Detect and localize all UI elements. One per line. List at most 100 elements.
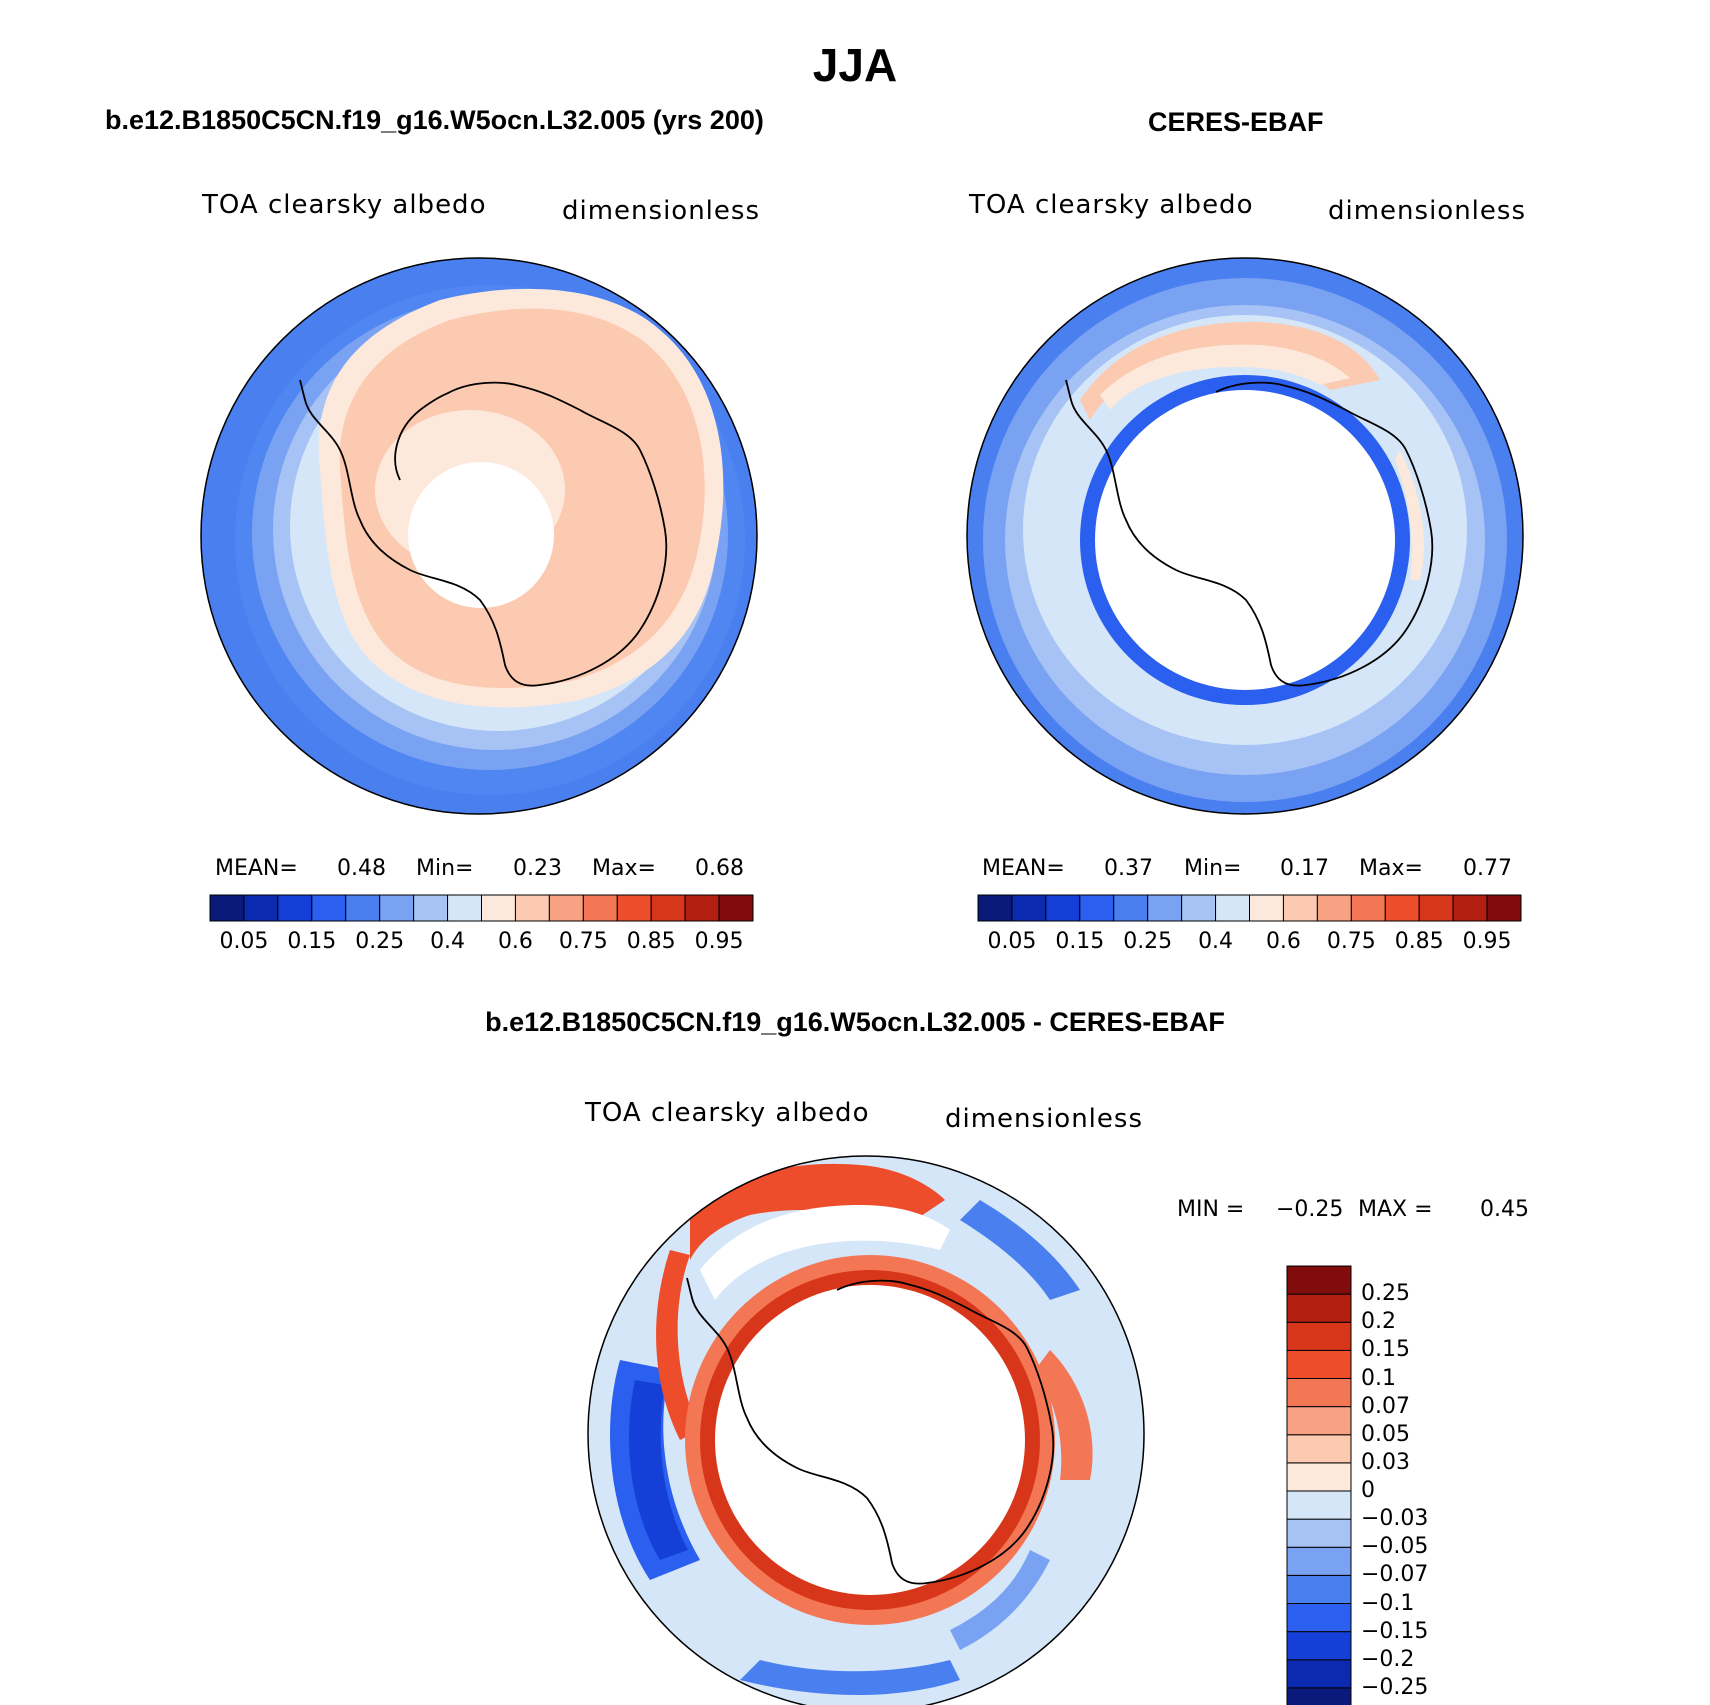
colorbar-right-swatch [1486,894,1522,922]
colorbar-right-swatch [1384,894,1420,922]
colorbar-difference-swatch [1286,1631,1352,1661]
map-left-model [201,258,757,814]
colorbar-right-swatch [1011,894,1047,922]
colorbar-left [209,894,754,922]
colorbar-left-tick-label: 0.05 [219,929,269,954]
colorbar-left-tick-label: 0.15 [287,929,337,954]
colorbar-right-swatch [1215,894,1250,922]
colorbar-left-tick-label: 0.6 [497,929,533,954]
colorbar-right-swatch [1079,894,1115,922]
colorbar-difference [1286,1265,1352,1705]
panel-left-variable: TOA clearsky albedo [202,190,487,220]
panel-right-units: dimensionless [1328,196,1526,226]
right-max-label: Max= [1359,856,1423,881]
colorbar-right [977,894,1522,922]
colorbar-difference-swatch [1286,1321,1352,1351]
right-min-value: 0.17 [1280,856,1329,881]
difference-units: dimensionless [945,1104,1143,1134]
figure-title: JJA [812,39,898,91]
colorbar-difference-tick-label: −0.15 [1361,1618,1429,1644]
colorbar-difference-tick-label: −0.1 [1361,1590,1415,1616]
panel-right-title: CERES-EBAF [1148,107,1324,137]
colorbar-left-swatch [413,894,449,922]
colorbar-difference-swatch [1286,1687,1352,1705]
colorbar-left-tick-label: 0.85 [626,929,676,954]
colorbar-left-tick-label: 0.4 [430,929,466,954]
colorbar-difference-swatch [1286,1462,1352,1492]
colorbar-difference-swatch [1286,1546,1352,1576]
colorbar-left-swatch [548,894,584,922]
colorbar-right-swatch [1147,894,1183,922]
colorbar-left-tick-label: 0.95 [694,929,744,954]
colorbar-right-swatch [1045,894,1081,922]
colorbar-left-swatch [345,894,381,922]
right-max-value: 0.77 [1463,856,1512,881]
right-min-label: Min= [1184,856,1242,881]
colorbar-left-swatch [684,894,720,922]
diff-min-value: −0.25 [1276,1197,1344,1222]
diff-max-label: MAX = [1358,1197,1433,1222]
colorbar-difference-tick-label: −0.2 [1361,1646,1415,1672]
colorbar-right-swatch [1282,894,1318,922]
colorbar-left-swatch [311,894,347,922]
colorbar-difference-swatch [1286,1603,1352,1633]
map-difference [588,1156,1144,1705]
colorbar-right-tick-label: 0.05 [987,929,1037,954]
colorbar-difference-swatch [1286,1349,1352,1379]
colorbar-difference-tick-label: 0.2 [1361,1309,1396,1335]
colorbar-left-swatch [582,894,618,922]
colorbar-difference-swatch [1286,1265,1352,1295]
colorbar-left-swatch [277,894,313,922]
left-mean-label: MEAN= [215,856,298,881]
colorbar-left-swatch [616,894,652,922]
coastline-left [299,379,668,687]
colorbar-right-tick-label: 0.4 [1198,929,1234,954]
colorbar-left-swatch [379,894,415,922]
panel-right-variable: TOA clearsky albedo [969,190,1254,220]
difference-variable: TOA clearsky albedo [585,1098,870,1128]
panel-left-units: dimensionless [562,196,760,226]
left-max-value: 0.68 [695,856,744,881]
colorbar-difference-tick-label: 0.03 [1361,1449,1410,1475]
colorbar-left-tick-label: 0.75 [558,929,608,954]
colorbar-difference-swatch [1286,1293,1352,1323]
colorbar-difference-tick-label: 0.07 [1361,1393,1410,1419]
colorbar-right-tick-label: 0.75 [1326,929,1376,954]
coastline-right [1065,379,1434,687]
colorbar-left-swatch [718,894,754,922]
diff-min-label: MIN = [1177,1197,1245,1222]
colorbar-difference-swatch [1286,1490,1352,1520]
colorbar-left-swatch [481,894,516,922]
colorbar-difference-tick-label: 0.1 [1361,1365,1396,1391]
colorbar-right-tick-label: 0.15 [1055,929,1105,954]
colorbar-difference-tick-label: −0.25 [1361,1674,1429,1700]
map-right-ceres [967,258,1523,814]
colorbar-right-swatch [1418,894,1454,922]
colorbar-right-swatch [1350,894,1386,922]
colorbar-left-swatch [650,894,686,922]
colorbar-right-swatch [1113,894,1149,922]
colorbar-difference-swatch [1286,1434,1352,1464]
diff-max-value: 0.45 [1480,1197,1529,1222]
colorbar-right-tick-label: 0.6 [1265,929,1301,954]
colorbar-right-swatch [1452,894,1488,922]
left-min-value: 0.23 [513,856,562,881]
colorbar-right-swatch [977,894,1013,922]
colorbar-difference-swatch [1286,1659,1352,1689]
left-mean-value: 0.48 [337,856,386,881]
colorbar-left-swatch [447,894,482,922]
colorbar-difference-tick-label: 0.15 [1361,1337,1410,1363]
colorbar-left-swatch [243,894,279,922]
difference-title: b.e12.B1850C5CN.f19_g16.W5ocn.L32.005 - … [485,1007,1225,1037]
colorbar-difference-tick-label: 0.25 [1361,1281,1410,1307]
colorbar-left-swatch [514,894,550,922]
right-mean-value: 0.37 [1104,856,1153,881]
colorbar-right-swatch [1181,894,1217,922]
colorbar-right-tick-label: 0.25 [1123,929,1173,954]
colorbar-difference-tick-label: 0 [1361,1478,1375,1503]
colorbar-right-swatch [1316,894,1352,922]
colorbar-right-tick-label: 0.85 [1394,929,1444,954]
coastline-difference [686,1277,1055,1585]
colorbar-difference-tick-label: −0.05 [1361,1534,1429,1560]
